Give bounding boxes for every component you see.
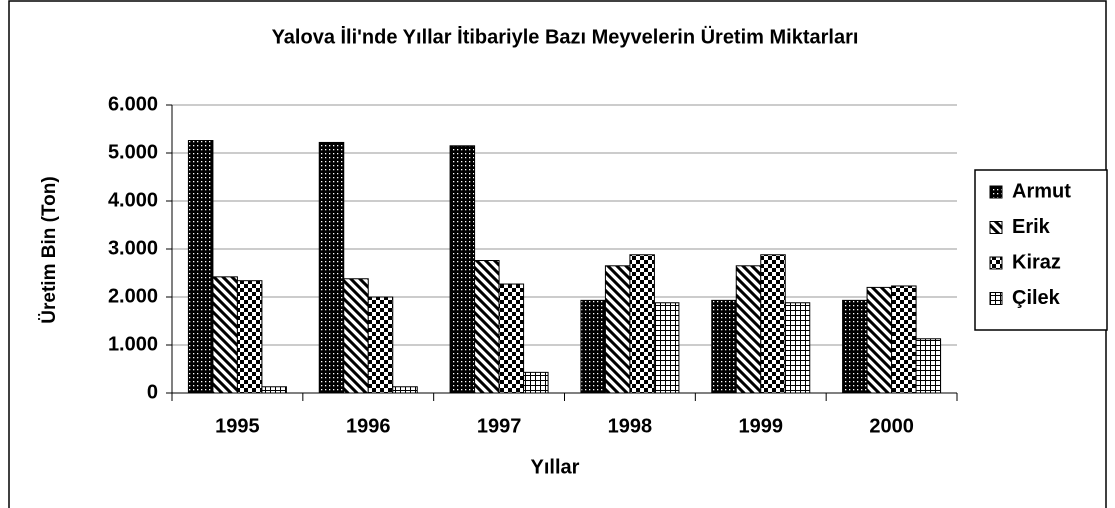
bar xyxy=(580,299,606,394)
x-tick-label: 1997 xyxy=(477,415,522,437)
y-tick-label: 4.000 xyxy=(108,189,158,211)
bar xyxy=(784,302,811,394)
bar xyxy=(187,140,214,394)
legend-label: Erik xyxy=(1012,216,1051,238)
bar xyxy=(212,276,238,394)
legend-label: Armut xyxy=(1012,180,1071,202)
bar xyxy=(915,338,942,394)
legend-swatch xyxy=(989,292,1003,305)
bar xyxy=(367,296,394,394)
chart-title: Yalova İli'nde Yıllar İtibariyle Bazı Me… xyxy=(272,25,859,48)
legend-swatch xyxy=(989,221,1003,234)
bar xyxy=(236,280,263,394)
bar xyxy=(343,278,369,394)
x-tick-label: 1998 xyxy=(608,415,653,437)
bar xyxy=(498,283,525,394)
bar xyxy=(735,265,762,394)
bar xyxy=(866,286,893,394)
legend-label: Çilek xyxy=(1012,287,1061,309)
bar xyxy=(392,386,418,394)
y-tick-label: 0 xyxy=(147,381,158,403)
legend-label: Kiraz xyxy=(1012,251,1061,273)
bar xyxy=(261,386,287,394)
y-tick-label: 6.000 xyxy=(108,93,158,115)
x-tick-label: 2000 xyxy=(869,415,914,437)
bar xyxy=(604,265,631,394)
bar xyxy=(891,285,917,394)
bar xyxy=(842,299,868,394)
bar xyxy=(523,371,549,394)
y-tick-label: 5.000 xyxy=(108,141,158,163)
bar xyxy=(653,302,680,394)
x-tick-label: 1999 xyxy=(739,415,784,437)
y-tick-label: 1.000 xyxy=(108,333,158,355)
bar xyxy=(760,254,786,394)
bar xyxy=(449,145,476,394)
bar xyxy=(711,299,737,394)
x-tick-label: 1995 xyxy=(215,415,260,437)
legend-swatch xyxy=(989,185,1003,199)
y-axis-title: Üretim Bin (Ton) xyxy=(39,176,60,323)
x-axis-title: Yıllar xyxy=(531,456,580,478)
bar xyxy=(629,254,655,394)
bar xyxy=(318,141,345,394)
x-tick-label: 1996 xyxy=(346,415,391,437)
legend-swatch xyxy=(989,256,1003,270)
bar xyxy=(474,260,500,394)
y-tick-label: 3.000 xyxy=(108,237,158,259)
chart-frame xyxy=(8,0,1107,508)
y-tick-label: 2.000 xyxy=(108,285,158,307)
